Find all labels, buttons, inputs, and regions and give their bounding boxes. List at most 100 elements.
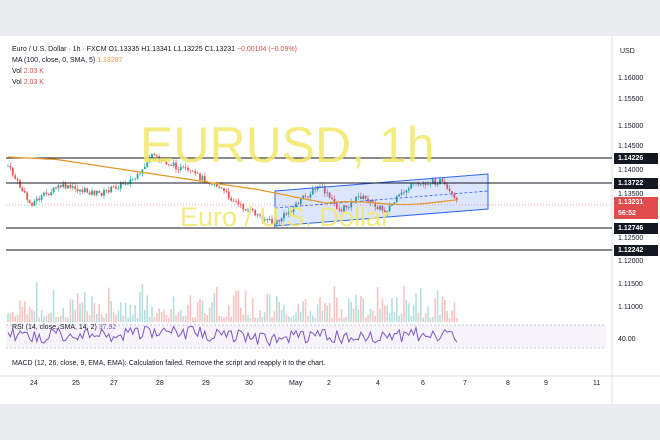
price-level-label[interactable]: 1.13231 [614, 197, 658, 208]
candle-body [74, 186, 77, 189]
candle-body [431, 179, 434, 185]
candle-body [271, 218, 273, 224]
volume-bar [429, 317, 432, 322]
candle-body [76, 188, 79, 192]
volume-bar [256, 317, 259, 322]
price-level-label[interactable]: 56:52 [614, 208, 658, 219]
volume-bar [67, 317, 69, 322]
price-level-label[interactable]: 1.13722 [614, 178, 658, 189]
price-level-label[interactable]: 1.12242 [614, 245, 658, 256]
candle-body [105, 189, 108, 191]
candle-body [146, 162, 149, 167]
volume-bar [57, 317, 60, 322]
candle-body [379, 205, 381, 210]
price-tick-label: 1.13500 [618, 191, 644, 198]
ma-legend[interactable]: MA (100, close, 0, SMA, 5) 1.13287 [12, 56, 123, 65]
macd-legend[interactable]: MACD (12, 26, close, 9, EMA, EMA): Calcu… [12, 360, 325, 367]
price-level-label[interactable]: 1.12746 [614, 223, 658, 234]
volume-bar [127, 317, 129, 322]
volume-bar [264, 311, 266, 322]
volume-bar [156, 312, 158, 322]
trend-channel[interactable] [274, 173, 489, 227]
chart-frame[interactable]: EURUSD, 1h Euro / U.S. Dollar Euro / U.S… [0, 36, 660, 404]
volume-bar [16, 314, 19, 322]
candle-body [417, 182, 420, 185]
volume-bar [434, 298, 436, 322]
candle-body [172, 162, 175, 166]
ma-line [7, 156, 459, 206]
volume-bar [436, 290, 439, 322]
candle-body [153, 154, 156, 156]
candle-body [436, 183, 439, 185]
volume-bar [117, 310, 120, 322]
volume-bar [312, 315, 314, 322]
volume-bar [338, 317, 340, 322]
volume-bar [324, 302, 326, 322]
candle-body [134, 178, 137, 180]
candle-body [31, 203, 33, 206]
candle-body [67, 185, 69, 189]
candle-body [213, 184, 216, 185]
candle-body [124, 184, 127, 185]
candle-body [285, 213, 288, 215]
ohlc-open: O1.13335 [108, 46, 140, 53]
symbol-legend[interactable]: Euro / U.S. Dollar · 1h · FXCM O1.13335 … [12, 45, 297, 54]
chart-canvas[interactable] [0, 36, 660, 404]
volume-bar [36, 282, 38, 322]
volume-bar [364, 317, 367, 322]
volume-bar [192, 317, 194, 322]
candle-body [45, 192, 48, 194]
volume-bar [314, 317, 316, 322]
candle-body [388, 205, 391, 212]
candle-body [371, 199, 374, 203]
time-axis-label: 30 [245, 380, 253, 387]
volume-bar [199, 299, 201, 322]
ma-label: MA (100, close, 0, SMA, 5) [12, 57, 96, 64]
volume-bar [415, 293, 417, 322]
vol-legend-1[interactable]: Vol 2.03 K [12, 67, 44, 76]
volume-bar [170, 309, 172, 322]
volume-bar [439, 314, 441, 322]
rsi-legend[interactable]: RSI (14, close, SMA, 14, 2) 37.92 [12, 324, 116, 331]
price-tick-label: 1.15000 [618, 123, 644, 130]
volume-bar [391, 298, 393, 322]
volume-bar [72, 299, 74, 322]
volume-bar [158, 308, 160, 322]
candle-body [7, 165, 9, 167]
candle-body [69, 185, 72, 188]
candle-body [323, 186, 326, 194]
candle-body [383, 210, 386, 213]
candle-body [91, 190, 93, 195]
volume-bar [129, 304, 132, 322]
vol-label-2: Vol [12, 79, 22, 86]
candle-body [242, 203, 245, 210]
candle-body [64, 183, 67, 189]
volume-bar [189, 295, 192, 322]
volume-bar [105, 313, 108, 322]
volume-bar [400, 313, 403, 322]
volume-bar [283, 304, 285, 322]
volume-bar [62, 308, 64, 322]
volume-bar [297, 303, 300, 322]
price-tick-label: 1.12000 [618, 258, 644, 265]
volume-bar [352, 308, 355, 322]
volume-bar [124, 302, 127, 322]
volume-bar [180, 309, 182, 322]
volume-bar [290, 317, 292, 322]
volume-bar [43, 316, 45, 322]
candle-body [419, 184, 422, 185]
candle-body [280, 218, 283, 222]
volume-bar [357, 309, 360, 322]
price-level-label[interactable]: 1.14226 [614, 153, 658, 164]
candle-body [136, 174, 139, 179]
volume-bar [19, 300, 21, 322]
vol-legend-2[interactable]: Vol 2.03 K [12, 78, 44, 87]
candle-body [170, 165, 173, 166]
volume-bar [40, 310, 43, 322]
volume-bar [252, 298, 254, 322]
currency-label[interactable]: USD [620, 48, 635, 55]
volume-bar [93, 303, 96, 322]
time-axis-label: 2 [327, 380, 331, 387]
candle-body [235, 201, 237, 202]
volume-bar [448, 317, 451, 322]
